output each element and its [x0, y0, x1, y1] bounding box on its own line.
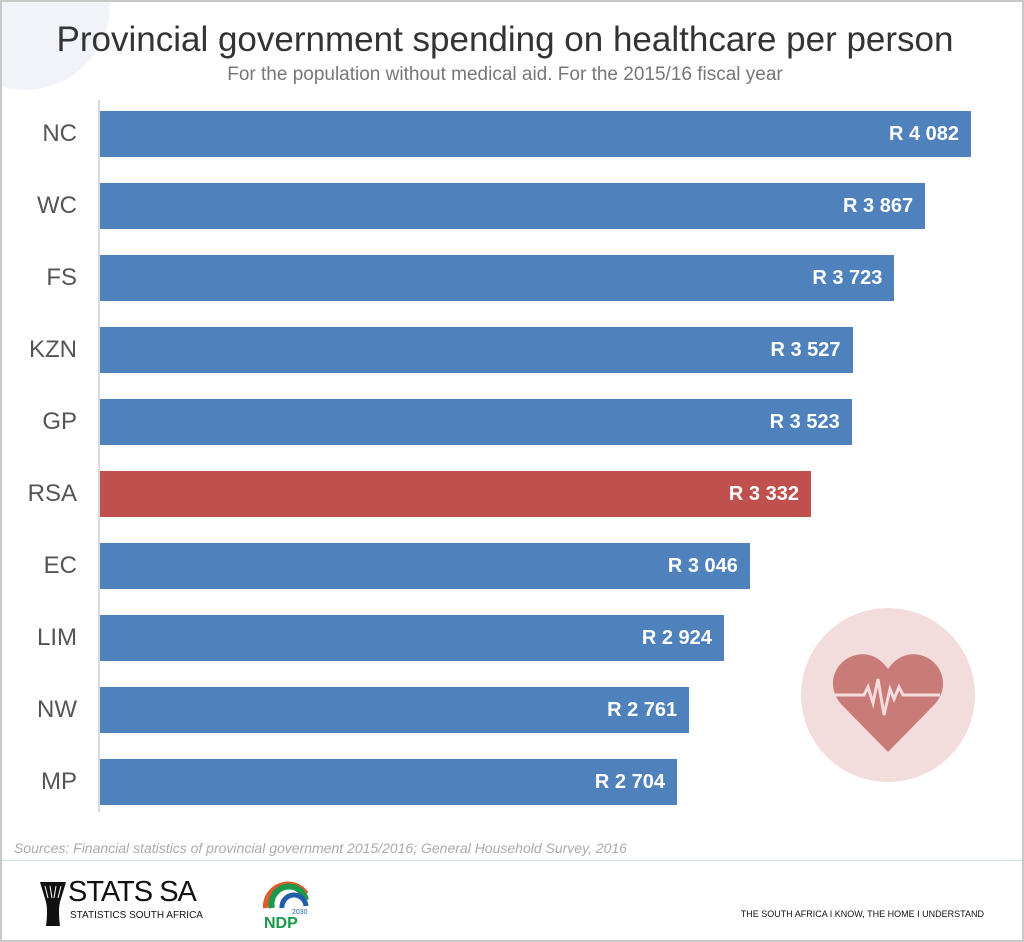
footer-divider	[2, 860, 1022, 861]
value-label: R 2 761	[607, 699, 678, 721]
bar-nw: R 2 761	[100, 687, 690, 733]
value-label: R 3 527	[770, 339, 841, 361]
value-label: R 3 332	[728, 483, 799, 505]
category-label: KZN	[29, 336, 77, 363]
bar-ec: R 3 046	[100, 543, 750, 589]
value-label: R 4 082	[888, 123, 959, 145]
value-label: R 3 523	[769, 411, 840, 433]
tagline: THE SOUTH AFRICA I KNOW, THE HOME I UNDE…	[740, 909, 984, 919]
bar-fs: R 3 723	[100, 255, 895, 301]
bar-nc: R 4 082	[100, 111, 971, 157]
stats-sa-wordmark: STATS SA	[68, 876, 197, 908]
chart-subtitle: For the population without medical aid. …	[227, 64, 783, 85]
category-label: NC	[42, 120, 77, 147]
bar-gp: R 3 523	[100, 399, 852, 445]
heartbeat-icon	[801, 608, 975, 782]
stats-sa-emblem-icon	[40, 882, 66, 926]
bar-lim: R 2 924	[100, 615, 724, 661]
category-label: MP	[41, 768, 77, 795]
category-label: GP	[42, 408, 77, 435]
value-label: R 2 924	[641, 627, 712, 649]
ndp-2030-logo: 2030 NDP	[262, 881, 309, 930]
source-note: Sources: Financial statistics of provinc…	[14, 840, 627, 856]
bar-wc: R 3 867	[100, 183, 926, 229]
ndp-year: 2030	[292, 909, 308, 916]
ndp-wordmark: NDP	[264, 915, 298, 930]
y-axis-line	[98, 100, 100, 812]
stats-sa-subtitle: STATISTICS SOUTH AFRICA	[70, 910, 203, 921]
category-label: RSA	[27, 480, 77, 507]
bar-kzn: R 3 527	[100, 327, 853, 373]
category-label: NW	[37, 696, 77, 723]
category-label: FS	[46, 264, 77, 291]
category-label: LIM	[36, 624, 77, 651]
value-label: R 3 723	[812, 267, 883, 289]
value-label: R 3 046	[667, 555, 738, 577]
category-label: EC	[43, 552, 77, 579]
bar-rsa: R 3 332	[100, 471, 811, 517]
bar-mp: R 2 704	[100, 759, 677, 805]
chart-title: Provincial government spending on health…	[56, 20, 954, 59]
stats-sa-logo: STATS SA STATISTICS SOUTH AFRICA	[38, 876, 218, 930]
value-label: R 3 867	[843, 195, 914, 217]
value-label: R 2 704	[594, 771, 665, 793]
category-label: WC	[37, 192, 77, 219]
decorative-circle	[2, 2, 110, 90]
